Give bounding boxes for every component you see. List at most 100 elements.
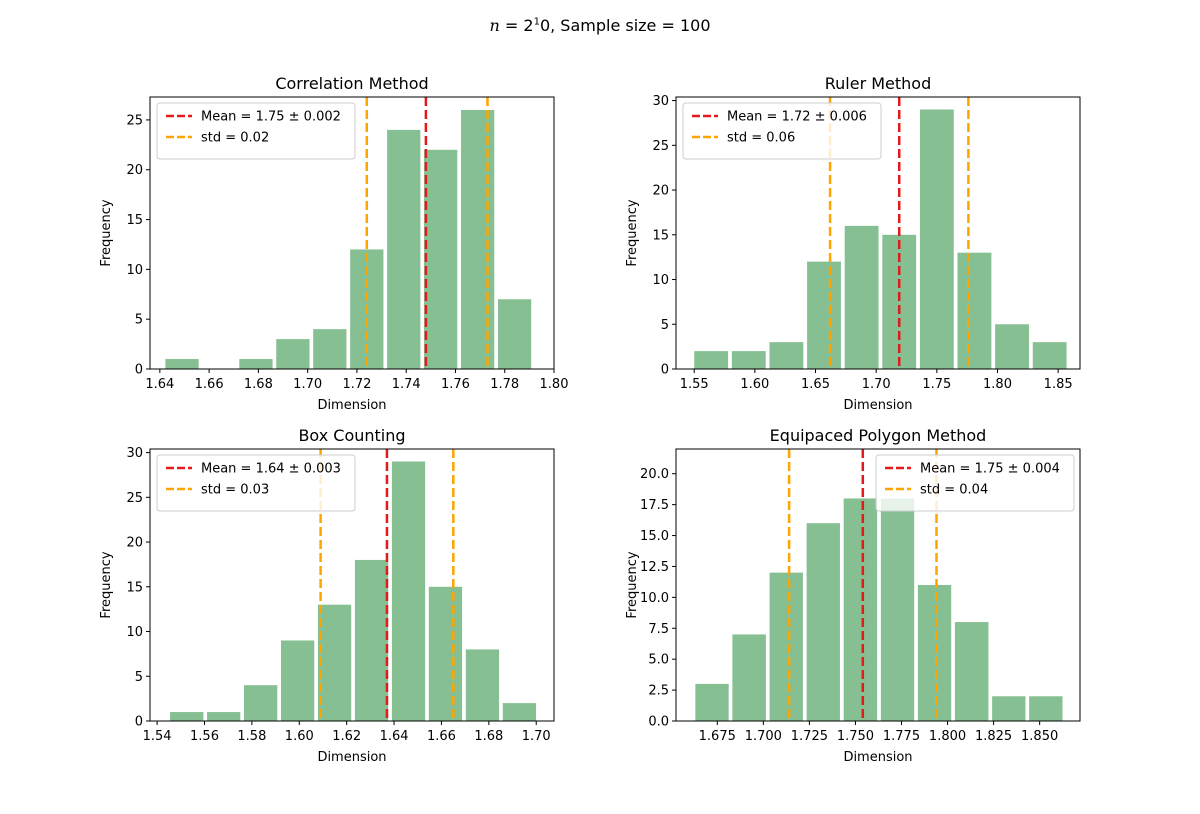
- chart-title: Box Counting: [298, 426, 405, 445]
- x-tick-label: 1.68: [474, 729, 503, 744]
- y-tick-label: 20.0: [640, 467, 669, 482]
- legend-mean-entry: Mean = 1.72 ± 0.006: [727, 110, 867, 125]
- legend-box: [875, 454, 1075, 512]
- legend-box: [682, 102, 882, 160]
- x-tick-label: 1.58: [237, 729, 266, 744]
- axes-frame: [149, 448, 555, 722]
- histogram-bar: [276, 339, 310, 369]
- histogram-bar: [1029, 696, 1063, 721]
- axes-frame: [675, 96, 1081, 370]
- subplot-4: 1.675 1.700 1.725 1.750 1.775 1.800 1.825 1.850…: [625, 426, 1081, 765]
- x-tick-label: 1.54: [143, 729, 172, 744]
- x-tick-label: 1.65: [801, 377, 830, 392]
- histogram-bar: [497, 299, 532, 369]
- chart-title: Correlation Method: [275, 74, 428, 93]
- y-tick-label: 5: [135, 670, 143, 685]
- histogram-bar: [806, 523, 840, 721]
- x-axis-label: Dimension: [843, 398, 912, 413]
- x-tick-label: 1.750: [837, 729, 874, 744]
- y-tick-label: 7.5: [648, 622, 669, 637]
- figure-suptitle: n = 210, Sample size = 100: [0, 16, 1200, 35]
- histogram-bar: [880, 498, 915, 721]
- chart-title: Ruler Method: [825, 74, 932, 93]
- y-tick-label: 0.0: [648, 715, 669, 730]
- x-tick-label: 1.85: [1044, 377, 1073, 392]
- y-tick-label: 30: [126, 446, 143, 461]
- x-tick-label: 1.675: [699, 729, 736, 744]
- histogram-bar: [807, 261, 841, 369]
- x-axis-label: Dimension: [317, 750, 386, 765]
- x-tick-label: 1.850: [1021, 729, 1058, 744]
- x-tick-label: 1.62: [332, 729, 361, 744]
- x-tick-label: 1.700: [745, 729, 782, 744]
- axes-frame: [149, 96, 555, 370]
- y-axis-label: Frequency: [625, 551, 640, 618]
- legend-box: [156, 102, 356, 160]
- histogram-bar: [391, 461, 426, 721]
- y-tick-label: 25: [126, 491, 143, 506]
- y-tick-label: 17.5: [640, 498, 669, 513]
- y-tick-label: 15.0: [640, 529, 669, 544]
- y-tick-label: 5: [661, 318, 669, 333]
- x-tick-label: 1.72: [342, 377, 371, 392]
- histogram-bar: [731, 351, 766, 369]
- histogram-bar: [207, 712, 241, 721]
- histogram-bar: [465, 649, 500, 721]
- y-tick-label: 10: [126, 263, 143, 278]
- chart-title: Equipaced Polygon Method: [770, 426, 987, 445]
- histogram-bar: [844, 225, 879, 369]
- y-tick-label: 15: [652, 228, 669, 243]
- x-tick-label: 1.78: [490, 377, 519, 392]
- histogram-bar: [732, 634, 766, 721]
- y-axis-label: Frequency: [99, 551, 114, 618]
- y-tick-label: 10: [126, 625, 143, 640]
- legend: Mean = 1.75 ± 0.002 std = 0.02: [156, 102, 356, 160]
- y-tick-label: 20: [652, 184, 669, 199]
- legend-mean-entry: Mean = 1.75 ± 0.004: [920, 462, 1060, 477]
- x-tick-label: 1.80: [540, 377, 569, 392]
- y-tick-label: 0: [135, 715, 143, 730]
- y-tick-label: 2.5: [648, 684, 669, 699]
- histogram-bar: [694, 351, 729, 369]
- x-tick-label: 1.775: [883, 729, 920, 744]
- histogram-bar: [244, 685, 278, 721]
- suptitle-variable: n: [489, 16, 500, 35]
- y-axis-label: Frequency: [625, 199, 640, 266]
- suptitle-rest: 0, Sample size = 100: [539, 16, 711, 35]
- x-tick-label: 1.68: [244, 377, 273, 392]
- histogram-bar: [170, 712, 204, 721]
- x-tick-label: 1.825: [975, 729, 1012, 744]
- x-tick-label: 1.74: [392, 377, 421, 392]
- x-tick-label: 1.725: [791, 729, 828, 744]
- histogram-bar: [995, 324, 1029, 369]
- y-tick-label: 0: [661, 363, 669, 378]
- x-tick-label: 1.64: [145, 377, 174, 392]
- x-tick-label: 1.56: [190, 729, 219, 744]
- y-tick-label: 20: [126, 163, 143, 178]
- histogram-bar: [502, 703, 537, 721]
- y-tick-label: 5: [135, 313, 143, 328]
- x-tick-label: 1.70: [862, 377, 891, 392]
- x-tick-label: 1.70: [522, 729, 551, 744]
- y-tick-label: 20: [126, 536, 143, 551]
- histogram-bar: [239, 359, 273, 369]
- legend-std-entry: std = 0.04: [920, 483, 988, 498]
- x-tick-label: 1.60: [285, 729, 314, 744]
- suptitle-exponent: 1: [533, 16, 540, 28]
- histogram-bar: [919, 109, 954, 370]
- legend: Mean = 1.64 ± 0.003 std = 0.03: [156, 454, 356, 512]
- histogram-bar: [354, 559, 389, 721]
- y-tick-label: 5.0: [648, 653, 669, 668]
- legend-box: [156, 454, 356, 512]
- legend: Mean = 1.75 ± 0.004 std = 0.04: [875, 454, 1075, 512]
- y-axis-label: Frequency: [99, 199, 114, 266]
- subplot-1: 1.64 1.66 1.68 1.70 1.72 1.74 1.76 1.78 1.80 0 5 10…: [99, 74, 568, 413]
- histogram-bar: [387, 129, 421, 369]
- x-tick-label: 1.75: [922, 377, 951, 392]
- histogram-bar: [769, 572, 803, 721]
- histogram-bar: [424, 149, 458, 369]
- legend-std-entry: std = 0.06: [727, 131, 795, 146]
- x-tick-label: 1.60: [740, 377, 769, 392]
- x-axis-label: Dimension: [317, 398, 386, 413]
